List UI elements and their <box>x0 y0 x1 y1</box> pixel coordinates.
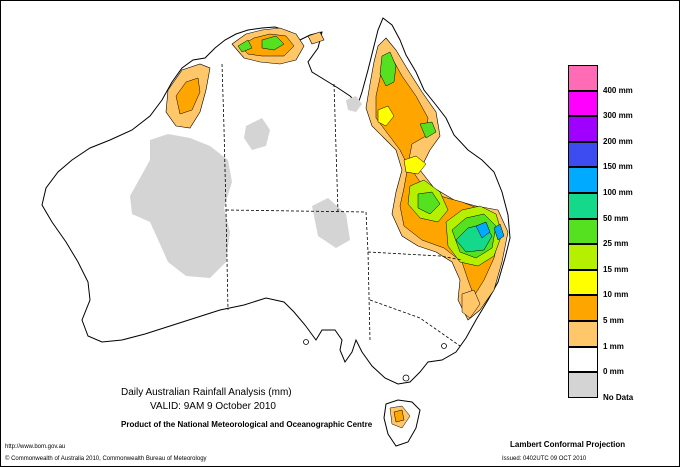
legend-swatch <box>568 321 598 347</box>
legend-swatch <box>568 167 598 193</box>
island <box>402 374 410 382</box>
no-data-region-east <box>312 198 350 248</box>
rain-qld-yellow-mid <box>403 155 427 175</box>
source-url: http://www.bom.gov.au <box>5 444 66 450</box>
legend-swatch <box>568 218 598 245</box>
rain-qld-green-north <box>379 51 397 87</box>
legend-label: 300 mm <box>603 111 633 121</box>
rain-tasmania-core <box>393 409 405 423</box>
product-credit: Product of the National Meteorological a… <box>121 420 373 429</box>
no-data-region-central <box>244 118 270 150</box>
legend-swatch <box>568 372 598 398</box>
legend-label: 1 mm <box>603 341 624 351</box>
rain-seq-blue <box>475 221 491 239</box>
legend-label: 5 mm <box>603 316 624 325</box>
legend-label: No Data <box>603 392 634 402</box>
legend-label: 400 mm <box>603 85 633 95</box>
no-data-region-gulf <box>346 96 362 112</box>
rain-kimberley-core <box>175 77 201 115</box>
no-data-region-west <box>130 134 232 278</box>
legend-swatch <box>568 346 598 373</box>
projection-label: Lambert Conformal Projection <box>510 440 626 449</box>
rain-seq-coast-blue <box>493 223 505 241</box>
rain-qld-yellow-north <box>377 105 395 127</box>
legend-swatch <box>568 116 598 142</box>
legend-label: 15 mm <box>603 264 629 274</box>
legend-swatch <box>568 269 598 296</box>
legend-swatch <box>568 90 598 117</box>
legend-label: 50 mm <box>603 213 629 223</box>
issued-timestamp: Issued: 0402UTC 09 OCT 2010 <box>502 456 587 462</box>
rain-qld-green-mid <box>419 121 437 139</box>
valid-date: VALID: 9AM 9 October 2010 <box>150 401 276 412</box>
copyright-notice: © Commonwealth of Australia 2010, Common… <box>5 456 207 462</box>
island <box>303 339 309 345</box>
legend-swatch <box>568 141 598 168</box>
rain-nsw-coast <box>461 289 481 319</box>
legend-label: 200 mm <box>603 136 633 146</box>
legend-swatch <box>568 244 598 270</box>
legend-swatch <box>568 295 598 321</box>
rain-top-end-green2 <box>237 39 253 53</box>
legend-label: 10 mm <box>603 290 629 300</box>
rain-qld-green-south <box>417 191 441 215</box>
rain-top-end-east <box>307 31 325 45</box>
legend-label: 150 mm <box>603 162 633 172</box>
rain-top-end-green <box>261 35 285 51</box>
legend-label: 25 mm <box>603 239 629 249</box>
legend-swatch <box>568 65 598 91</box>
legend-label: 100 mm <box>603 188 633 197</box>
legend-label: 0 mm <box>603 367 624 377</box>
state-borders <box>221 63 463 347</box>
map-title: Daily Australian Rainfall Analysis (mm) <box>121 387 292 398</box>
island <box>441 343 447 349</box>
legend-swatch <box>568 193 598 219</box>
